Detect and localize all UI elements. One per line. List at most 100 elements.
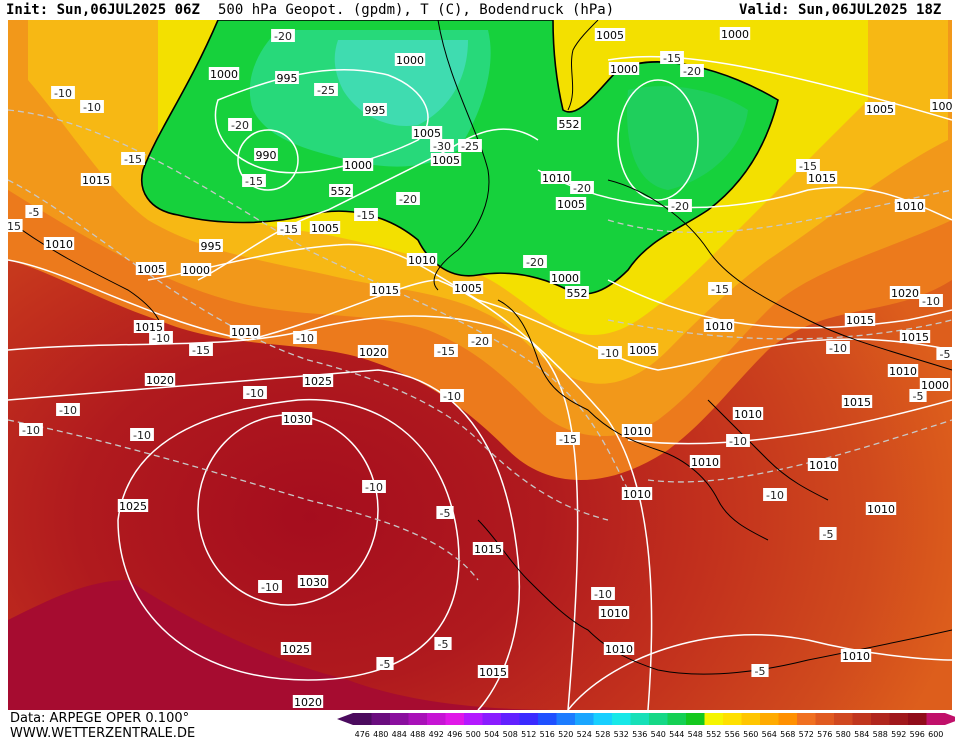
pressure-label-text: 1015 — [371, 284, 399, 297]
pressure-label: 1010 — [406, 253, 438, 267]
legend-level-label: 476 — [355, 730, 370, 739]
legend-swatch — [390, 713, 409, 725]
pressure-label: 995 — [199, 239, 223, 253]
pressure-label-text: 995 — [277, 72, 298, 85]
pressure-label-box — [297, 575, 329, 588]
pressure-label: 1005 — [430, 153, 462, 167]
temperature-label-text: -10 — [365, 481, 383, 494]
pressure-label-box — [594, 28, 626, 41]
temperature-label-box — [726, 434, 750, 447]
pressure-label-box — [208, 67, 240, 80]
legend-swatch — [871, 713, 890, 725]
temperature-label: -20 — [570, 181, 594, 195]
legend-level-label: 580 — [836, 730, 851, 739]
temperature-labels: -20-25-20-15-30 -25-20-15-15-10-10-15-515… — [8, 29, 952, 678]
pressure-label-box — [806, 171, 838, 184]
temperature-label-box — [314, 83, 338, 96]
height-label-box — [565, 286, 589, 299]
pressure-label-box — [603, 642, 635, 655]
data-source: Data: ARPEGE OPER 0.100° — [10, 711, 190, 726]
pressure-label-text: 1015 — [474, 543, 502, 556]
temperature-label-text: -20 — [399, 193, 417, 206]
pressure-label: 1010 — [732, 407, 764, 421]
temperature-label-text: -5 — [823, 528, 834, 541]
temperature-label-text: -15 — [280, 223, 298, 236]
pressure-label-box — [411, 126, 443, 139]
pressure-label: 1020 — [889, 286, 921, 300]
pressure-label: 1010 — [894, 199, 926, 213]
pressure-label-box — [406, 253, 438, 266]
temperature-label: -15 — [434, 344, 458, 358]
legend-level-label: 588 — [873, 730, 888, 739]
temperature-label: -10 — [130, 428, 154, 442]
pressure-label-text: 1010 — [867, 503, 895, 516]
temperature-label-text: -10 — [922, 295, 940, 308]
pressure-label-box — [894, 199, 926, 212]
temperature-label: -10 — [293, 331, 317, 345]
pressure-label-text: 1015 — [846, 314, 874, 327]
legend-swatch — [482, 713, 501, 725]
pressure-label-box — [80, 173, 112, 186]
temperature-label-box — [523, 255, 547, 268]
pressure-label: 995 — [363, 103, 387, 117]
legend-level-label: 520 — [558, 730, 573, 739]
pressure-label: 1025 — [302, 374, 334, 388]
pressure-label-text: 1005 — [557, 198, 585, 211]
color-legend: 476 480 484 488 492 496 500 504 508 512 516 520 524 5… — [337, 713, 955, 739]
pressure-label: 1000 — [608, 62, 640, 76]
legend-level-label: 560 — [743, 730, 758, 739]
temperature-label-box — [570, 181, 594, 194]
pressure-label-box — [254, 148, 278, 161]
isotherm-minus-10 — [8, 179, 609, 521]
pressure-label-text: 990 — [256, 149, 277, 162]
temperature-label-box — [242, 174, 266, 187]
temperature-label-box — [436, 506, 454, 519]
legend-swatch — [704, 713, 723, 725]
temperature-label: -15 — [354, 208, 378, 222]
pressure-label: 1010 — [621, 487, 653, 501]
pressure-label-text: 1005 — [629, 344, 657, 357]
legend-level-label: 528 — [595, 730, 610, 739]
legend-swatch — [445, 713, 464, 725]
legend-swatch — [593, 713, 612, 725]
temperature-label: -5 — [25, 205, 43, 219]
legend-level-label: 492 — [429, 730, 444, 739]
legend-swatch — [630, 713, 649, 725]
temperature-label-text: -5 — [380, 658, 391, 671]
isobars — [8, 55, 952, 710]
pressure-label-box — [342, 158, 374, 171]
legend-swatch — [464, 713, 483, 725]
pressure-label-box — [689, 455, 721, 468]
temperature-label-box — [258, 580, 282, 593]
temperature-label-box — [362, 480, 386, 493]
pressure-label-text: 1010 — [623, 425, 651, 438]
temperature-label: -20 — [523, 255, 547, 269]
temperature-label-text: -5 — [440, 507, 451, 520]
temperature-label: -10 — [726, 434, 750, 448]
pressure-label-text: 1010 — [623, 488, 651, 501]
temperature-label-box — [25, 205, 43, 218]
temperature-label-box — [763, 488, 787, 501]
pressure-label-text: 1010 — [734, 408, 762, 421]
pressure-label-box — [889, 286, 921, 299]
pressure-label: 995 — [275, 71, 299, 85]
temperature-label: -15 — [708, 282, 732, 296]
temperature-label-text: -15 — [437, 345, 455, 358]
pressure-label-box — [703, 319, 735, 332]
legend-swatch — [908, 713, 927, 725]
legend-swatch — [427, 713, 446, 725]
temperature-label-box — [668, 199, 692, 212]
temperature-label-box — [919, 294, 943, 307]
temperature-label: -10 — [19, 423, 43, 437]
temperature-label-text: -20 — [671, 200, 689, 213]
temperature-label-text: -15 — [559, 433, 577, 446]
pressure-label: 1010 — [703, 319, 735, 333]
valid-label: Valid: — [739, 2, 790, 18]
isobar-1005 — [147, 243, 952, 371]
temperature-label: -10 — [826, 341, 850, 355]
temperature-label: -25 — [314, 83, 338, 97]
legend-swatch — [797, 713, 816, 725]
pressure-label-box — [280, 642, 312, 655]
temperature-label: -10 — [763, 488, 787, 502]
